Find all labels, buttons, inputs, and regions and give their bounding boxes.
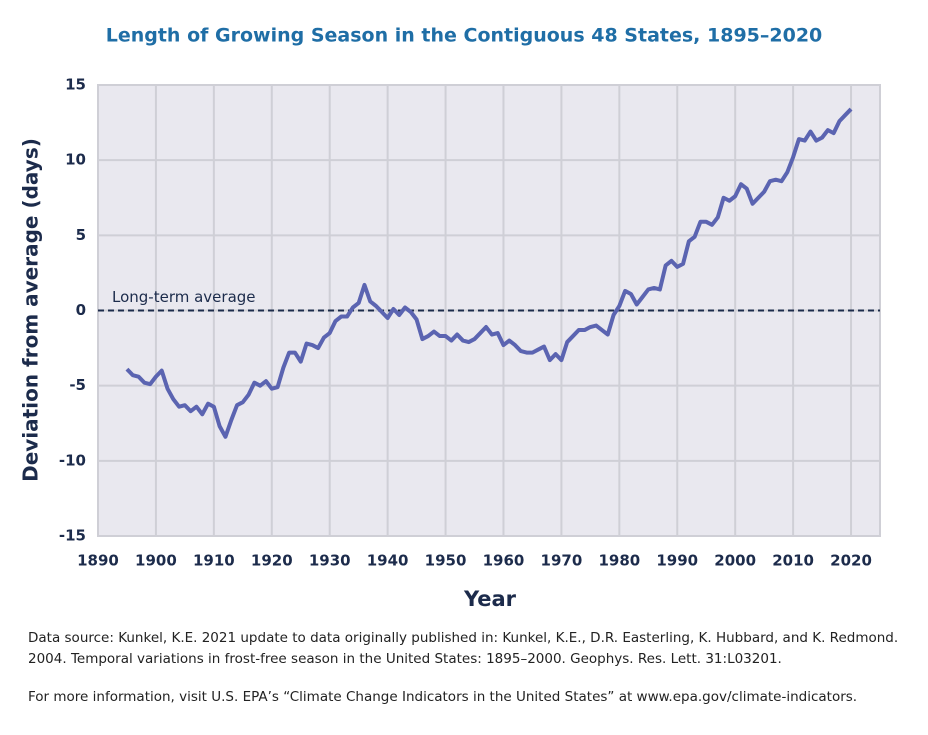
y-tick-label: -15 (59, 527, 86, 545)
y-tick-label: 10 (65, 151, 86, 169)
info-note: For more information, visit U.S. EPA’s “… (28, 689, 858, 705)
x-tick-label: 1890 (77, 552, 119, 570)
x-tick-label: 2020 (830, 552, 872, 570)
y-tick-label: 0 (76, 301, 86, 319)
source-note: Data source: Kunkel, K.E. 2021 update to… (28, 630, 899, 667)
x-tick-label: 1970 (541, 552, 583, 570)
y-tick-label: 5 (76, 226, 86, 244)
x-tick-label: 1990 (656, 552, 698, 570)
chart: Length of Growing Season in the Contiguo… (19, 25, 881, 611)
x-tick-label: 2000 (714, 552, 756, 570)
x-tick-label: 1930 (309, 552, 351, 570)
x-tick-label: 1920 (251, 552, 293, 570)
x-tick-label: 1940 (367, 552, 409, 570)
x-axis-title: Year (463, 587, 517, 611)
x-tick-label: 1960 (483, 552, 525, 570)
y-tick-label: -5 (69, 376, 86, 394)
x-tick-label: 1910 (193, 552, 235, 570)
x-tick-label: 1900 (135, 552, 177, 570)
reference-label: Long-term average (112, 288, 256, 306)
y-axis-title: Deviation from average (days) (19, 138, 43, 482)
data-line (125, 107, 853, 439)
y-tick-label: 15 (65, 76, 86, 94)
chart-title: Length of Growing Season in the Contiguo… (106, 25, 823, 47)
y-tick-label: -10 (59, 451, 86, 469)
x-tick-label: 1950 (425, 552, 467, 570)
x-tick-label: 1980 (598, 552, 640, 570)
x-tick-label: 2010 (772, 552, 814, 570)
